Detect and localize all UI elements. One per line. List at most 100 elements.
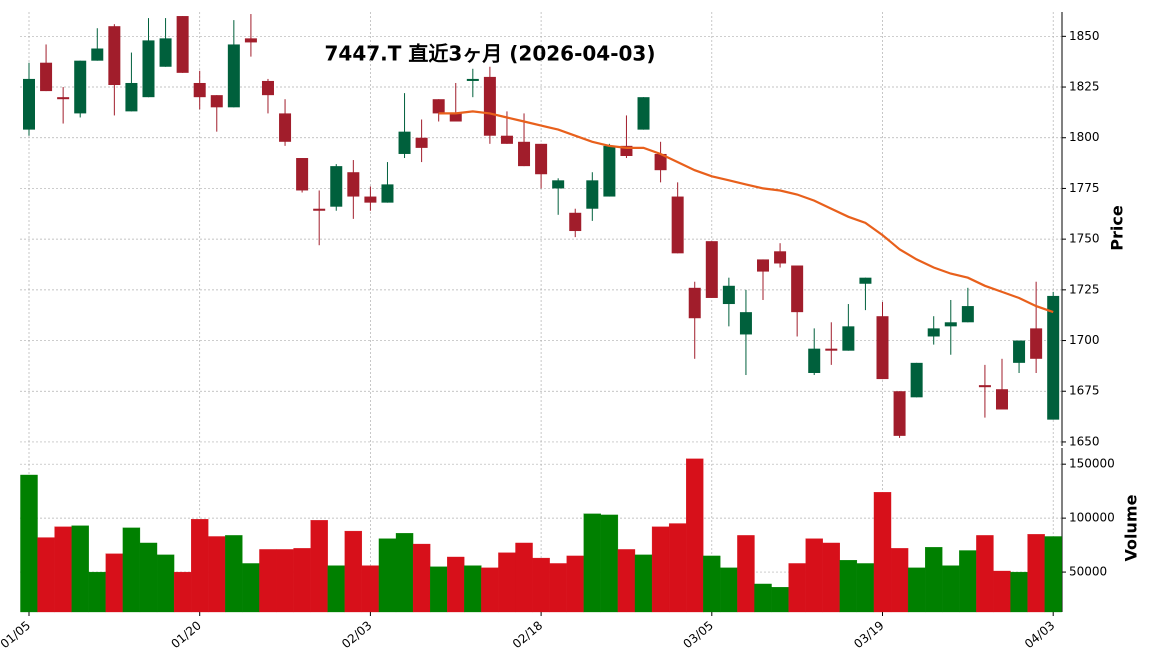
volume-bar <box>549 563 567 613</box>
volume-bar <box>805 538 823 613</box>
volume-bar <box>566 555 584 613</box>
candle-body <box>978 385 991 388</box>
volume-bar <box>327 565 345 613</box>
candle-body <box>1030 328 1043 359</box>
candle-body <box>518 141 531 167</box>
x-tick-label: 01/05 <box>0 618 33 651</box>
candle-body <box>415 137 428 148</box>
volume-bar <box>873 492 892 613</box>
candle-body <box>552 180 565 189</box>
candle-body <box>432 99 445 114</box>
candle-body <box>1047 295 1060 420</box>
volume-bar <box>259 549 277 613</box>
candle-body <box>23 78 35 130</box>
volume-bar <box>1044 536 1062 613</box>
x-tick-label: 03/05 <box>680 618 715 651</box>
volume-bar <box>959 550 977 613</box>
volume-bar <box>276 549 294 613</box>
candle-body <box>961 306 974 323</box>
candle-body <box>57 97 70 100</box>
volume-bar <box>993 570 1011 613</box>
candle-body <box>227 44 240 108</box>
volume-bar <box>498 552 516 613</box>
candle-body <box>705 241 718 298</box>
volume-bar <box>20 474 38 613</box>
volume-bar <box>856 563 875 613</box>
x-tick-label: 01/20 <box>168 618 203 651</box>
volume-bar <box>634 554 653 613</box>
candle-body <box>1013 340 1026 363</box>
volume-bar <box>361 565 380 613</box>
candle-body <box>825 348 838 351</box>
volume-bar <box>925 547 943 613</box>
volume-bar <box>583 513 601 613</box>
candle-body <box>637 97 650 130</box>
candle-body <box>176 16 189 73</box>
chart-title: 7447.T 直近3ヶ月 (2026-04-03) <box>325 42 656 66</box>
y-tick-label: 1725 <box>1069 282 1100 296</box>
volume-bar <box>54 526 72 613</box>
candle-body <box>193 82 206 98</box>
candle-body <box>125 82 138 112</box>
candle-body <box>330 166 343 207</box>
volume-bar <box>771 587 789 613</box>
candle-body <box>739 312 752 335</box>
candle-body <box>483 76 496 136</box>
volume-bar <box>429 566 448 613</box>
moving-average-line <box>438 110 1054 314</box>
volume-bar <box>1027 534 1045 613</box>
y-tick-label: 100000 <box>1069 511 1115 525</box>
volume-bar <box>395 533 414 613</box>
volume-bar <box>191 519 209 613</box>
volume-bar <box>105 553 124 613</box>
candle-body <box>296 158 309 191</box>
volume-bar <box>88 571 106 613</box>
candle-body <box>142 40 155 98</box>
candle-body <box>995 389 1008 410</box>
y-tick-label: 1750 <box>1069 232 1100 246</box>
candle-body <box>722 285 735 305</box>
volume-bar <box>651 526 670 613</box>
volume-bar <box>447 556 465 613</box>
y-tick-label: 1775 <box>1069 181 1100 195</box>
volume-bar <box>293 548 311 613</box>
volume-bar <box>481 567 499 613</box>
x-tick-label: 03/19 <box>851 618 886 651</box>
candle-body <box>859 277 872 284</box>
volume-bar <box>412 543 431 613</box>
candle-body <box>808 348 821 373</box>
candle-body <box>757 259 770 272</box>
x-tick-label: 04/03 <box>1022 618 1057 651</box>
volume-bar <box>890 548 909 613</box>
y-tick-label: 1800 <box>1069 130 1100 144</box>
volume-bar <box>600 514 619 613</box>
candle-body <box>210 95 223 108</box>
volume-bar <box>754 583 772 613</box>
volume-bar <box>686 458 704 613</box>
volume-bar <box>71 525 89 613</box>
y-tick-label: 1825 <box>1069 80 1100 94</box>
candle-body <box>347 172 360 197</box>
candle-body <box>91 48 104 61</box>
y-tick-label: 150000 <box>1069 457 1115 471</box>
volume-bar <box>907 567 926 613</box>
volume-bar <box>703 555 721 613</box>
volume-bar <box>942 565 960 613</box>
candle-body <box>244 38 257 43</box>
candle-body <box>313 208 326 211</box>
volume-bar <box>668 523 687 613</box>
volume-bar <box>788 563 806 613</box>
candle-body <box>876 316 889 380</box>
candle-body <box>586 180 599 209</box>
candle-body <box>654 153 667 171</box>
volume-bar <box>310 520 328 613</box>
volume-bar <box>37 537 55 613</box>
candle-body <box>842 326 855 351</box>
volume-bar <box>225 535 243 613</box>
candle-body <box>449 113 462 122</box>
candle-body <box>535 143 548 175</box>
volume-bar <box>617 549 636 613</box>
y-tick-label: 1675 <box>1069 384 1100 398</box>
y-tick-label: 50000 <box>1069 565 1107 579</box>
